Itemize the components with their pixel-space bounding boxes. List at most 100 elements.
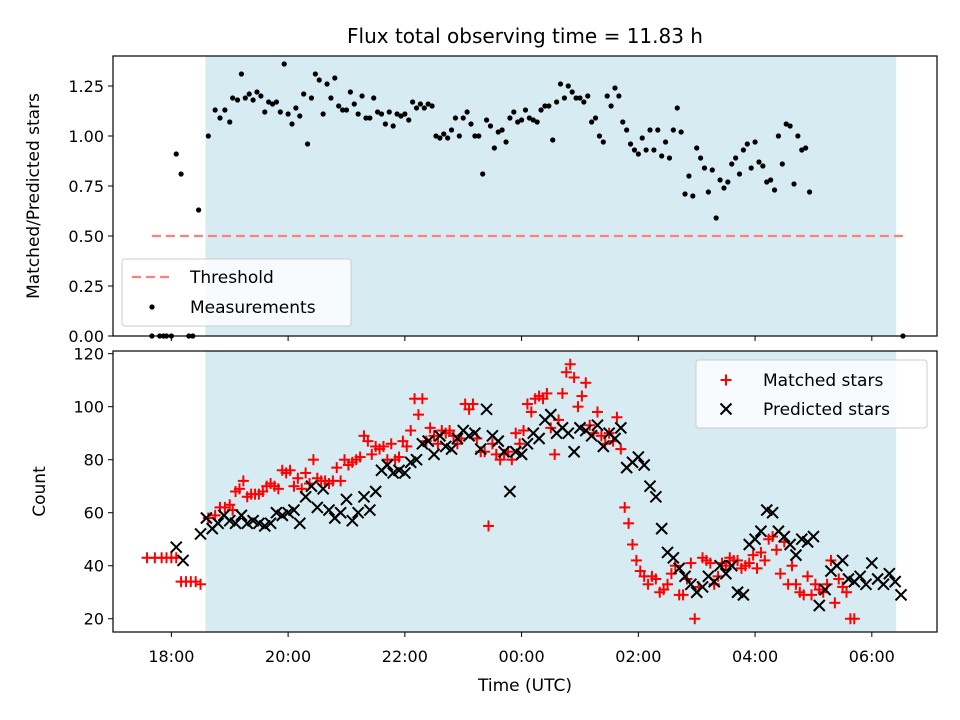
predicted-point-46 bbox=[451, 432, 464, 445]
measurement-point-39 bbox=[324, 81, 330, 87]
predicted-point-22 bbox=[311, 501, 324, 514]
measurement-point-126 bbox=[662, 139, 669, 145]
predicted-point-62-b bbox=[544, 408, 557, 421]
predicted-point-15-b bbox=[270, 506, 283, 519]
measurement-point-146 bbox=[740, 147, 747, 153]
predicted-point-37-b bbox=[398, 466, 412, 480]
predicted-point-74-b bbox=[614, 421, 628, 435]
measurement-point-84 bbox=[499, 127, 505, 133]
matched-point-149 bbox=[743, 557, 755, 569]
predicted-point-54-b bbox=[497, 445, 511, 458]
matched-point-174 bbox=[841, 586, 853, 598]
measurement-point-145 bbox=[736, 171, 743, 177]
bottom-xtick-label-5: 04:00 bbox=[732, 647, 778, 666]
matched-point-33 bbox=[292, 472, 304, 484]
measurement-point-89 bbox=[518, 117, 525, 123]
matched-point-128 bbox=[662, 578, 674, 590]
measurement-point-108 bbox=[592, 115, 599, 121]
measurement-point-43 bbox=[339, 107, 346, 113]
predicted-point-109-b bbox=[818, 583, 832, 596]
legend-predicted-label: Predicted stars bbox=[763, 400, 890, 420]
predicted-point-92 bbox=[719, 567, 733, 580]
predicted-point-42 bbox=[427, 448, 441, 461]
measurement-point-110 bbox=[600, 139, 606, 145]
matched-point-110 bbox=[591, 406, 603, 418]
measurement-point-101 bbox=[565, 83, 571, 89]
predicted-point-3 bbox=[200, 511, 213, 525]
predicted-point-6-b bbox=[217, 509, 231, 522]
predicted-point-26-b bbox=[334, 506, 347, 519]
predicted-point-60 bbox=[532, 432, 546, 445]
measurement-point-159 bbox=[791, 181, 797, 187]
predicted-point-0 bbox=[170, 540, 183, 554]
measurement-point-17 bbox=[238, 71, 245, 77]
predicted-point-121 bbox=[888, 575, 902, 588]
bottom-ytick-label-0: 20 bbox=[84, 610, 104, 629]
predicted-point-107 bbox=[807, 530, 820, 543]
measurement-point-95 bbox=[542, 103, 548, 109]
top-ytick-label-1: 0.25 bbox=[68, 277, 104, 296]
predicted-point-14-b bbox=[264, 517, 277, 530]
measurement-point-31 bbox=[293, 105, 299, 111]
top-ytick-label-2: 0.50 bbox=[68, 227, 104, 246]
measurement-point-80 bbox=[483, 117, 490, 123]
predicted-point-66 bbox=[567, 445, 581, 458]
measurement-point-158 bbox=[787, 123, 793, 129]
matched-point-161 bbox=[790, 578, 802, 590]
predicted-point-77-b bbox=[632, 450, 645, 464]
matched-point-135 bbox=[689, 613, 701, 625]
legend-predicted-swatch bbox=[719, 402, 733, 416]
legend-matched-swatch bbox=[720, 374, 732, 386]
predicted-point-86 bbox=[684, 578, 698, 591]
bottom-ytick-label-1: 40 bbox=[84, 557, 104, 576]
measurement-point-118 bbox=[631, 147, 638, 153]
predicted-point-93 bbox=[725, 559, 738, 572]
predicted-point-108 bbox=[813, 599, 826, 612]
matched-point-106 bbox=[576, 390, 588, 402]
measurement-point-98 bbox=[554, 99, 560, 105]
matched-point-57 bbox=[385, 438, 397, 450]
predicted-point-93-b bbox=[725, 559, 738, 572]
predicted-point-21-b bbox=[305, 479, 318, 493]
measurement-point-136 bbox=[701, 165, 708, 171]
measurement-point-34 bbox=[304, 141, 311, 147]
predicted-point-58-b bbox=[521, 437, 534, 450]
predicted-point-0-b bbox=[170, 540, 183, 554]
measurement-point-19 bbox=[246, 91, 252, 97]
matched-point-31 bbox=[284, 464, 296, 476]
predicted-point-12-b bbox=[252, 517, 266, 530]
measurement-point-128 bbox=[670, 127, 676, 133]
matched-point-101 bbox=[556, 387, 568, 399]
predicted-point-122 bbox=[894, 588, 908, 602]
measurement-point-102 bbox=[569, 89, 575, 95]
matched-point-65 bbox=[416, 393, 428, 405]
predicted-point-24 bbox=[322, 503, 336, 517]
matched-point-97 bbox=[541, 387, 553, 399]
measurement-point-79 bbox=[480, 171, 486, 177]
predicted-point-90 bbox=[708, 575, 721, 588]
predicted-point-55-b bbox=[503, 485, 517, 498]
top-ytick-label-5: 1.25 bbox=[68, 77, 104, 96]
predicted-point-101-b bbox=[772, 525, 785, 538]
predicted-point-94-b bbox=[731, 586, 744, 599]
predicted-point-43 bbox=[433, 429, 447, 443]
measurement-point-40 bbox=[328, 95, 334, 101]
predicted-point-122-b bbox=[894, 588, 908, 602]
bottom-ytick-label-2: 60 bbox=[84, 504, 104, 523]
measurement-point-35 bbox=[308, 95, 315, 101]
measurement-point-58 bbox=[398, 113, 404, 119]
measurement-point-154 bbox=[771, 187, 778, 193]
predicted-point-2 bbox=[194, 527, 207, 541]
predicted-point-53-b bbox=[492, 434, 505, 448]
predicted-point-28-b bbox=[346, 514, 359, 527]
matched-point-151 bbox=[751, 562, 763, 574]
measurement-point-134 bbox=[694, 145, 700, 151]
x-axis-label: Time (UTC) bbox=[477, 676, 572, 696]
predicted-point-80 bbox=[649, 490, 663, 504]
bottom-xtick-label-0: 18:00 bbox=[148, 647, 194, 666]
predicted-point-18-b bbox=[287, 503, 301, 517]
predicted-point-84 bbox=[672, 562, 686, 575]
top-panel: 0.00 0.25 0.50 0.75 1.00 1.25 Matched/Predict… bbox=[24, 55, 938, 346]
matched-point-10 bbox=[195, 578, 207, 590]
measurement-point-63 bbox=[417, 101, 424, 107]
